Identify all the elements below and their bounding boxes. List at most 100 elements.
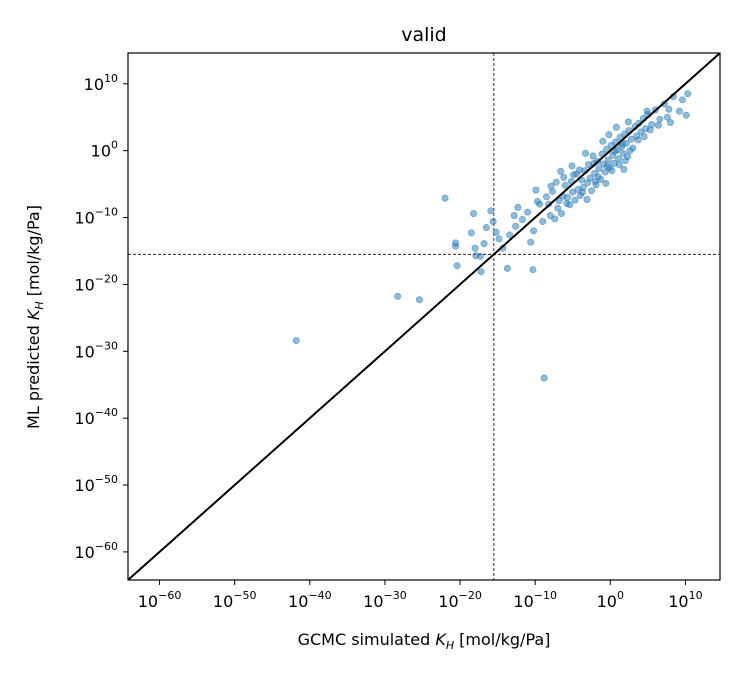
data-point-131: [663, 113, 671, 121]
data-point-66: [603, 145, 611, 153]
data-point-132: [643, 107, 651, 115]
data-point-114: [608, 167, 616, 175]
x-tick-label--10: 10−10: [513, 589, 557, 611]
data-point-118: [634, 136, 642, 144]
data-point-16: [489, 218, 497, 226]
data-point-120: [646, 126, 654, 134]
plot-frame: [127, 52, 721, 581]
data-point-17: [492, 228, 500, 236]
data-point-127: [533, 197, 541, 205]
data-point-18: [495, 235, 503, 243]
data-point-126: [542, 193, 550, 201]
x-tick-label--60: 10−60: [138, 589, 182, 611]
data-point-97: [666, 119, 674, 127]
data-point-13: [482, 224, 490, 232]
axis-ticks: 10−60 10−60 10−50 10−50 10−40 10−40 10−30 10−30…: [74, 72, 702, 611]
plot-area: [127, 52, 721, 581]
y-tick-label--10: 10−10: [74, 206, 118, 228]
data-point-42: [563, 193, 571, 201]
data-point-95: [665, 105, 673, 113]
data-point-101: [682, 111, 690, 119]
data-point-137: [552, 178, 560, 186]
data-point-29: [532, 186, 540, 194]
data-point-26: [527, 238, 535, 246]
x-axis-label: GCMC simulated KH [mol/kg/Pa]: [298, 630, 551, 652]
data-point-123: [612, 123, 620, 131]
plot-content: [128, 53, 720, 580]
data-point-0: [292, 337, 300, 345]
data-point-23: [512, 222, 520, 230]
data-point-100: [684, 90, 692, 98]
data-point-8: [467, 229, 475, 237]
data-point-57: [589, 152, 597, 160]
x-tick-label--40: 10−40: [288, 589, 332, 611]
data-point-98: [675, 107, 683, 115]
y-tick-label--30: 10−30: [74, 339, 118, 361]
data-point-32: [540, 374, 548, 382]
data-point-121: [599, 137, 607, 145]
data-point-124: [582, 149, 590, 157]
data-point-46: [571, 196, 579, 204]
y-axis-label: ML predicted KH [mol/kg/Pa]: [24, 205, 46, 429]
chart-title: valid: [401, 24, 447, 46]
data-point-104: [603, 162, 611, 170]
data-point-99: [678, 96, 686, 104]
data-point-53: [583, 195, 591, 203]
data-point-128: [524, 208, 532, 216]
y-tick-label--60: 10−60: [74, 540, 118, 562]
data-point-7: [470, 210, 478, 218]
data-point-136: [570, 171, 578, 179]
x-tick-label--50: 10−50: [213, 589, 257, 611]
x-tick-label--20: 10−20: [438, 589, 482, 611]
data-point-112: [579, 188, 587, 196]
data-point-11: [476, 252, 484, 260]
data-point-27: [529, 266, 537, 274]
data-point-20: [503, 264, 511, 272]
data-point-38: [555, 197, 563, 205]
data-point-102: [584, 179, 592, 187]
data-point-113: [591, 177, 599, 185]
data-point-56: [588, 187, 596, 195]
data-point-31: [539, 218, 547, 226]
data-point-14: [480, 240, 488, 248]
data-point-135: [620, 165, 628, 173]
x-tick-label-0: 100: [597, 589, 624, 611]
data-point-5: [452, 242, 460, 250]
data-point-21: [506, 231, 514, 239]
data-point-133: [624, 118, 632, 126]
data-point-36: [551, 215, 559, 223]
data-point-65: [601, 168, 609, 176]
data-point-2: [415, 296, 423, 304]
data-point-9: [471, 244, 479, 252]
data-point-1: [394, 292, 402, 300]
data-point-12: [477, 268, 485, 276]
x-tick-label--30: 10−30: [363, 589, 407, 611]
data-point-110: [547, 182, 555, 190]
data-point-130: [654, 121, 662, 129]
data-point-28: [530, 227, 538, 235]
data-point-82: [627, 135, 635, 143]
data-point-111: [563, 199, 571, 207]
y-tick-label--50: 10−50: [74, 473, 118, 495]
data-point-24: [514, 203, 522, 211]
data-point-25: [518, 216, 526, 224]
data-point-119: [640, 133, 648, 141]
data-point-115: [615, 161, 623, 169]
data-point-93: [656, 115, 664, 123]
data-point-125: [568, 162, 576, 170]
x-tick-label-10: 1010: [668, 589, 702, 611]
y-tick-label--40: 10−40: [74, 406, 118, 428]
identity-line: [128, 53, 720, 580]
data-point-39: [557, 210, 565, 218]
data-point-134: [602, 179, 610, 187]
data-point-15: [487, 207, 495, 215]
data-point-41: [561, 181, 569, 189]
data-point-117: [626, 147, 634, 155]
data-point-6: [453, 262, 461, 270]
data-point-108: [576, 166, 584, 174]
data-point-105: [611, 147, 619, 155]
data-point-74: [615, 155, 623, 163]
data-point-61: [595, 165, 603, 173]
data-point-116: [621, 157, 629, 165]
